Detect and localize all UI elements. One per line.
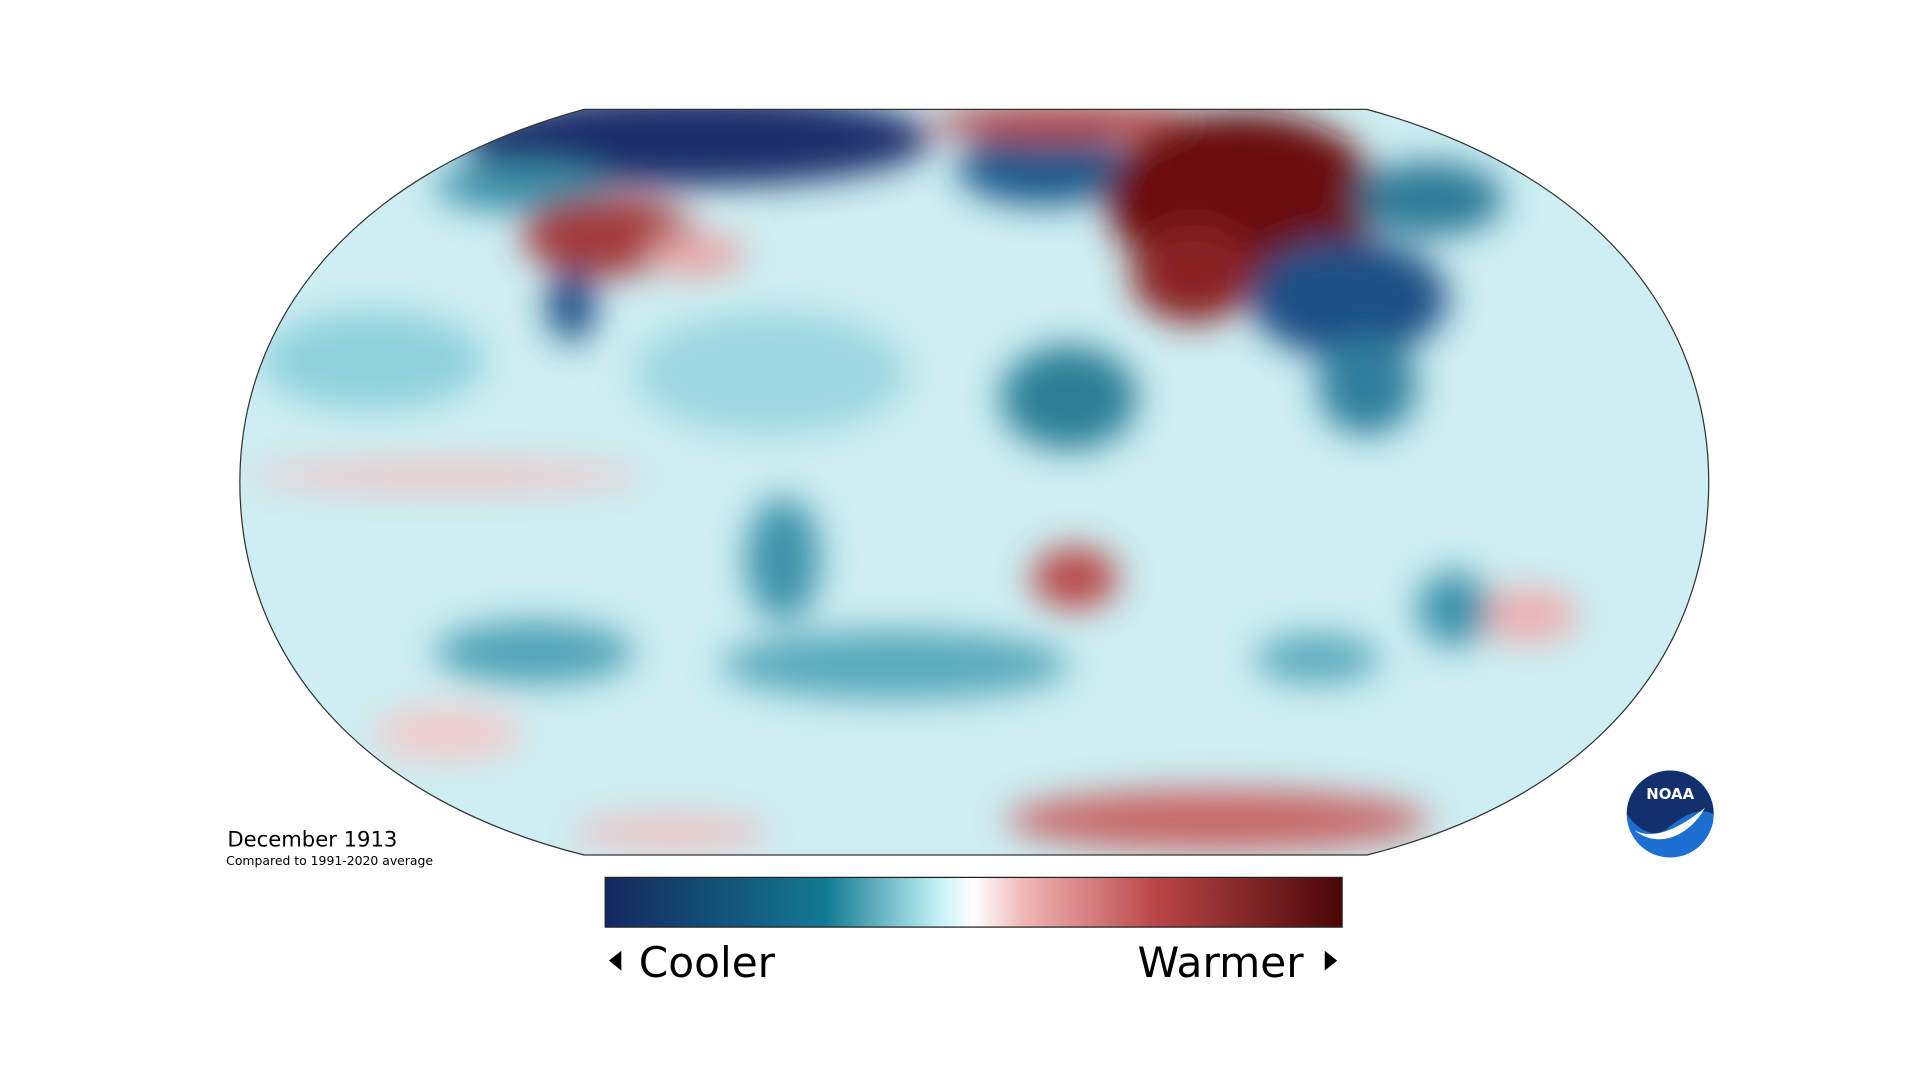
map-outline <box>239 108 1710 856</box>
right-arrow <box>1324 950 1338 971</box>
left-arrow <box>608 950 622 971</box>
map-subtitle: Compared to 1991-2020 average <box>226 853 433 868</box>
noaa-logo: NOAA <box>1626 770 1714 858</box>
color-scale <box>604 876 1343 928</box>
logo-text: NOAA <box>1646 785 1694 803</box>
map-title: December 1913 <box>227 826 397 851</box>
legend-high-label: Warmer <box>1137 938 1304 987</box>
anomaly-map <box>239 109 1709 856</box>
legend-low-label: Cooler <box>639 938 776 987</box>
